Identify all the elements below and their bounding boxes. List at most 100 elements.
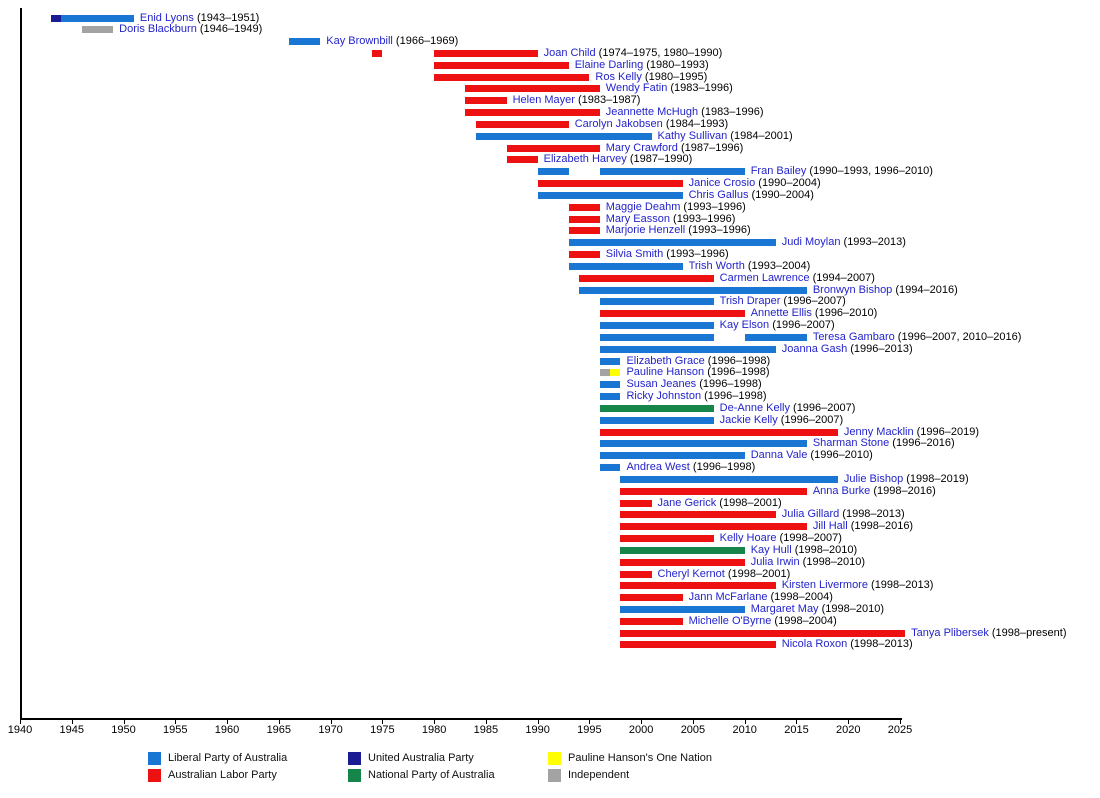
timeline-bar [465, 97, 507, 105]
member-label: Julie Bishop (1998–2019) [844, 473, 969, 486]
axis-tick-label: 2025 [887, 724, 913, 736]
member-label: Kathy Sullivan (1984–2001) [658, 130, 793, 143]
member-label: Annette Ellis (1996–2010) [751, 307, 878, 320]
timeline-bar [568, 262, 683, 270]
member-name: Jenny Macklin [843, 425, 914, 438]
legend-label-lib: Liberal Party of Australia [168, 752, 288, 764]
member-label: Kay Hull (1998–2010) [751, 544, 857, 557]
axis-tick [796, 718, 798, 724]
axis-tick-label: 1990 [525, 724, 550, 736]
member-label: Andrea West (1996–1998) [626, 461, 755, 474]
member-dates: (1996–2010) [811, 307, 878, 320]
member-dates: (1943–1951) [193, 11, 260, 24]
member-name: Kay Elson [719, 319, 770, 332]
axis-tick [227, 718, 229, 724]
member-label: Jill Hall (1998–2016) [813, 520, 913, 533]
member-dates: (1980–1993) [643, 58, 709, 71]
member-name: Trish Worth [688, 259, 745, 272]
member-name: Fran Bailey [750, 165, 807, 178]
timeline-bar [599, 345, 776, 353]
member-name: Doris Blackburn [119, 23, 197, 36]
member-label: Elizabeth Harvey (1987–1990) [544, 153, 693, 166]
timeline-bar [620, 475, 838, 483]
member-label: Kay Elson (1996–2007) [720, 319, 835, 332]
timeline-bar [620, 487, 807, 495]
member-dates: (1998–2013) [867, 579, 934, 592]
member-dates: (1998–2001) [724, 567, 791, 580]
member-label: Helen Mayer (1983–1987) [513, 94, 641, 107]
member-dates: (1998–2016) [870, 484, 936, 497]
timeline-bar [434, 73, 590, 81]
member-dates: (1990–2004) [755, 177, 821, 190]
member-label: Elizabeth Grace (1996–1998) [626, 355, 770, 368]
member-dates: (1996–2007) [769, 319, 835, 332]
member-name: Teresa Gambaro [812, 330, 895, 343]
timeline-bar [568, 203, 600, 211]
timeline-bar [599, 310, 745, 318]
member-label: Jackie Kelly (1996–2007) [720, 414, 844, 427]
member-label: Doris Blackburn (1946–1949) [119, 23, 262, 36]
legend-label-uap: United Australia Party [368, 752, 474, 764]
member-name: Helen Mayer [512, 94, 575, 107]
member-name: Julie Bishop [843, 472, 904, 485]
member-dates: (1998–2016) [847, 520, 914, 533]
member-dates: (1984–2001) [727, 129, 793, 142]
timeline-bar [82, 26, 114, 34]
member-dates: (1984–1993) [662, 117, 729, 130]
axis-tick-label: 2020 [835, 724, 861, 736]
member-label: De-Anne Kelly (1996–2007) [720, 402, 856, 415]
member-name: Marjorie Henzell [605, 224, 686, 237]
timeline-bar [599, 440, 807, 448]
member-dates: (1998–2004) [771, 614, 837, 627]
member-label: Kelly Hoare (1998–2007) [720, 532, 842, 545]
member-dates: (1990–2004) [748, 188, 814, 201]
timeline-bar [475, 120, 569, 128]
member-dates: (1946–1949) [196, 23, 263, 36]
timeline-bar [620, 629, 906, 637]
timeline-bar [620, 499, 652, 507]
timeline-bar [568, 251, 600, 259]
member-name: Mary Easson [605, 212, 670, 225]
timeline-bar [599, 322, 714, 330]
timeline-bar [599, 357, 621, 365]
legend-label-phon: Pauline Hanson's One Nation [568, 752, 712, 764]
member-name: Carolyn Jakobsen [574, 117, 663, 130]
timeline-bar [620, 594, 683, 602]
member-name: Enid Lyons [139, 11, 194, 24]
member-label: Margaret May (1998–2010) [751, 603, 884, 616]
timeline-bar [620, 523, 807, 531]
member-label: Julia Irwin (1998–2010) [751, 556, 865, 569]
member-dates: (1996–2007) [780, 295, 846, 308]
member-dates: (1996–1998) [696, 378, 762, 391]
member-name: Elizabeth Harvey [543, 153, 627, 166]
axis-tick-label: 2015 [784, 724, 809, 736]
member-dates: (1993–1996) [669, 212, 736, 225]
axis-tick [278, 718, 280, 724]
member-name: Wendy Fatin [605, 82, 668, 95]
legend-swatch-phon [548, 752, 561, 765]
member-label: Joan Child (1974–1975, 1980–1990) [544, 47, 723, 60]
axis-tick-label: 1970 [318, 724, 343, 736]
axis-tick-label: 1950 [111, 724, 136, 736]
member-dates: (1998–2010) [818, 603, 885, 615]
member-label: Chris Gallus (1990–2004) [689, 189, 814, 202]
member-name: Michelle O'Byrne [688, 614, 772, 627]
y-axis-line [20, 8, 22, 718]
member-dates: (1998–2010) [791, 543, 858, 556]
axis-tick [330, 718, 332, 724]
member-name: Kathy Sullivan [657, 129, 728, 142]
member-name: Mary Crawford [605, 141, 678, 154]
timeline-bar [465, 85, 600, 93]
legend-swatch-alp [148, 769, 161, 782]
member-name: Joanna Gash [781, 342, 848, 355]
member-name: Jackie Kelly [719, 413, 778, 426]
axis-tick [589, 718, 591, 724]
legend-swatch-nat [348, 769, 361, 782]
legend-label-alp: Australian Labor Party [168, 769, 277, 781]
timeline-bar [620, 606, 745, 613]
member-label: Silvia Smith (1993–1996) [606, 248, 729, 261]
member-name: Bronwyn Bishop [812, 283, 893, 296]
timeline-bar [599, 416, 714, 424]
timeline-bar [599, 452, 745, 460]
